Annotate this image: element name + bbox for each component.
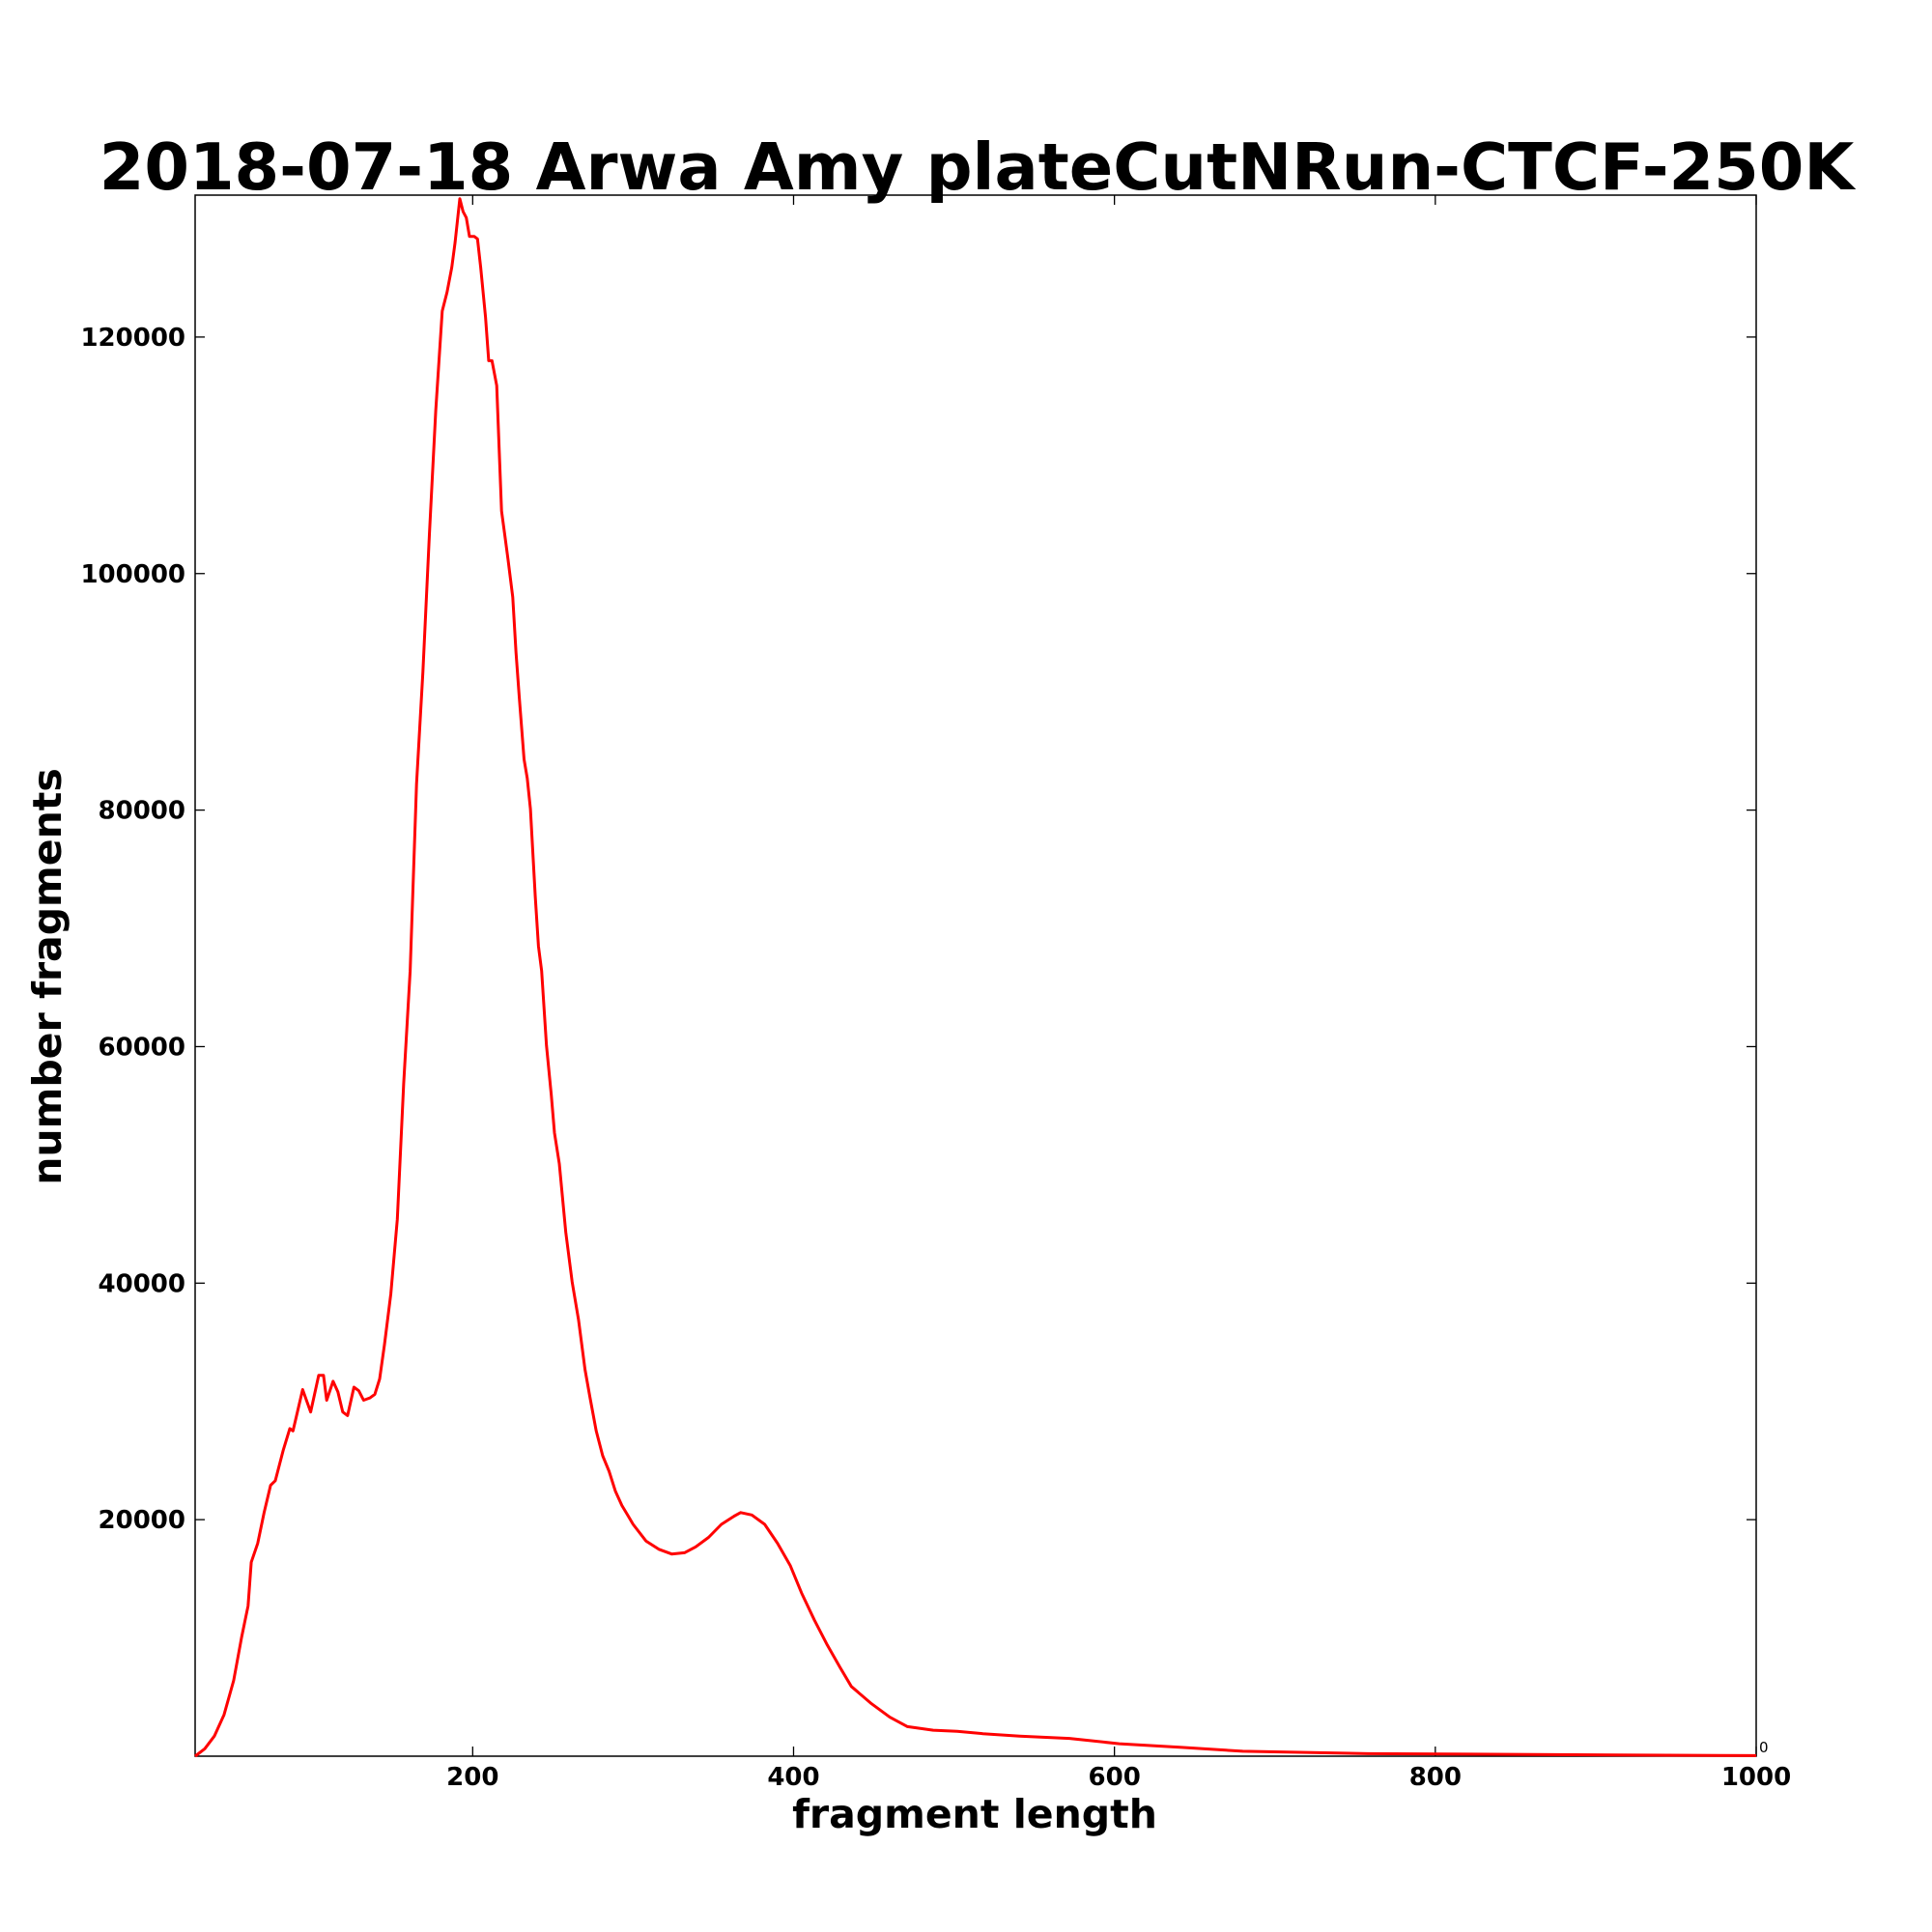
x-tick-label: 800 <box>1409 1763 1462 1792</box>
y-tick-label: 40000 <box>99 1269 185 1298</box>
y-tick-label: 120000 <box>80 324 185 353</box>
plot-frame <box>194 194 1757 1757</box>
x-tick-label: 1000 <box>1721 1763 1791 1792</box>
x-tick-label: 200 <box>446 1763 498 1792</box>
data-line <box>194 197 1757 1758</box>
x-tick-label: 400 <box>767 1763 819 1792</box>
chart-title: 2018-07-18 Arwa Amy plateCutNRun-CTCF-25… <box>99 129 1857 205</box>
y-tick-label: 80000 <box>99 797 185 826</box>
annotation: 0 <box>1759 1739 1769 1756</box>
y-tick-label: 20000 <box>99 1506 185 1535</box>
x-axis-label: fragment length <box>792 1791 1157 1837</box>
y-axis-label: number fragments <box>24 768 71 1185</box>
x-tick-label: 600 <box>1089 1763 1141 1792</box>
y-tick-label: 60000 <box>99 1033 185 1062</box>
y-tick-label: 100000 <box>80 560 185 589</box>
